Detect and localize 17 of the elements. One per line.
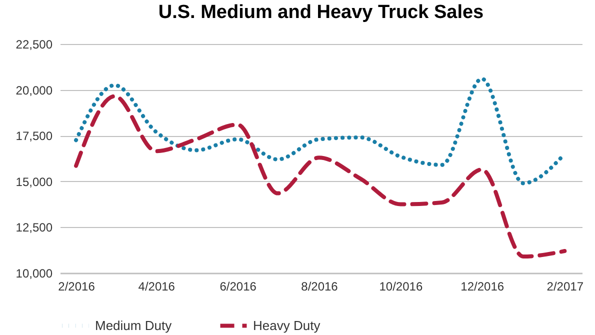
x-tick-label: 10/2016 (379, 280, 423, 294)
y-tick-label: 15,000 (16, 174, 53, 189)
y-tick-label: 20,000 (16, 83, 53, 98)
x-tick-label: 4/2016 (138, 280, 176, 294)
y-tick-label: 12,500 (16, 220, 53, 235)
x-tick-label: 6/2016 (220, 280, 257, 294)
y-tick-label: 22,500 (16, 38, 53, 52)
y-tick-label: 17,500 (16, 129, 53, 144)
y-tick-label: 10,000 (16, 266, 53, 280)
line-series (74, 94, 567, 259)
legend-label: Medium Duty (95, 318, 172, 333)
chart-title: U.S. Medium and Heavy Truck Sales (158, 2, 484, 23)
x-tick-label: 12/2016 (460, 280, 504, 294)
x-tick-label: 2/2016 (58, 280, 96, 294)
legend-label: Heavy Duty (253, 318, 321, 333)
x-tick-label: 2/2017 (546, 280, 584, 294)
x-tick-label: 8/2016 (301, 280, 338, 294)
